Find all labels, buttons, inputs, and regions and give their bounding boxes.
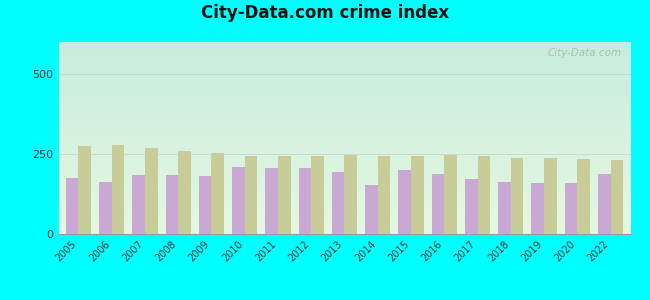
Bar (498, 182, 511, 234)
Bar (79, 146, 91, 234)
Bar (565, 183, 577, 234)
Bar (66, 178, 79, 234)
Text: City-Data.com: City-Data.com (548, 48, 622, 58)
Bar (444, 154, 457, 234)
Bar (411, 156, 424, 234)
Bar (465, 178, 478, 234)
Bar (598, 174, 610, 234)
Bar (511, 158, 523, 234)
Bar (478, 156, 490, 234)
Bar (365, 185, 378, 234)
Bar (278, 156, 291, 234)
Bar (232, 167, 245, 234)
Bar (532, 183, 544, 234)
Bar (178, 151, 191, 234)
Bar (332, 172, 345, 234)
Bar (112, 145, 124, 234)
Bar (145, 148, 157, 234)
Text: City-Data.com crime index: City-Data.com crime index (201, 4, 449, 22)
Bar (211, 153, 224, 234)
Bar (378, 156, 391, 234)
Bar (432, 174, 444, 234)
Bar (99, 182, 112, 234)
Bar (166, 175, 178, 234)
Bar (344, 154, 357, 234)
Bar (311, 156, 324, 234)
Bar (398, 170, 411, 234)
Bar (265, 168, 278, 234)
Bar (544, 158, 556, 234)
Bar (610, 160, 623, 234)
Bar (133, 175, 145, 234)
Bar (245, 156, 257, 234)
Bar (199, 176, 211, 234)
Bar (577, 159, 590, 234)
Bar (298, 168, 311, 234)
